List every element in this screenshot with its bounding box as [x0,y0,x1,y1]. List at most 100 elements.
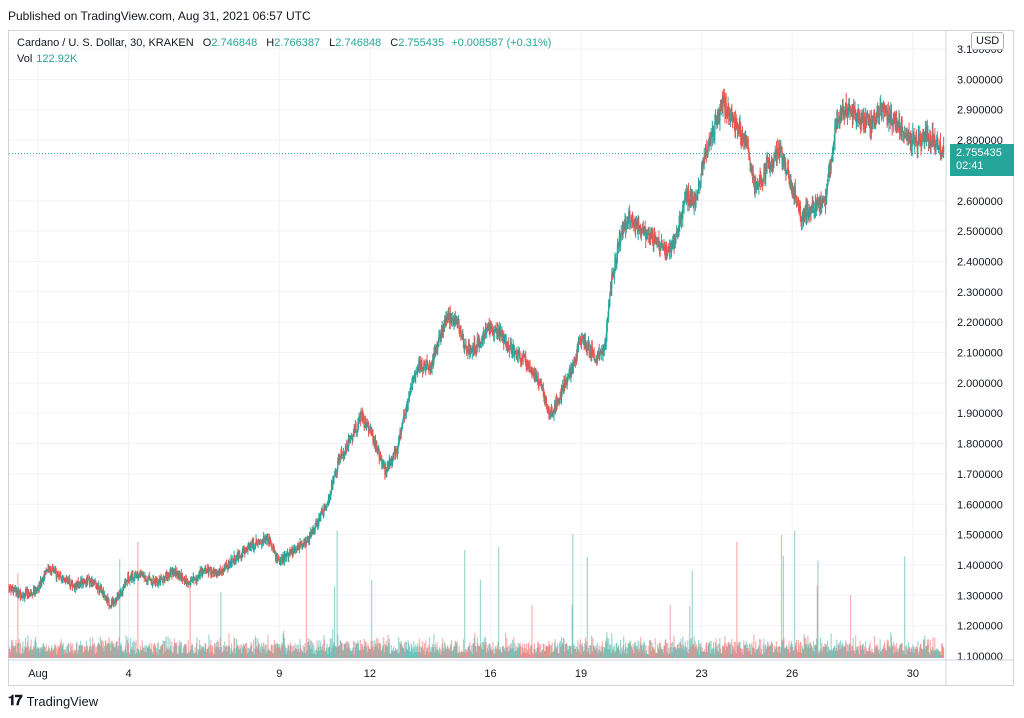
volume-bar [418,652,420,658]
volume-bar [12,640,14,658]
candle-body [530,370,532,372]
candle-body [775,150,777,152]
symbol-title[interactable]: Cardano / U. S. Dollar, 30, KRAKEN [17,37,194,49]
candle-body [713,135,715,136]
candle-body [732,118,734,123]
candle-body [224,565,226,568]
candle-body [696,194,698,200]
candle-body [789,176,791,179]
candle-body [423,362,425,370]
volume-bar [329,645,331,658]
volume-bar [161,644,164,658]
candle-body [552,414,554,416]
volume-bar [897,652,899,658]
volume-bar [18,639,20,658]
volume-bar [806,647,808,658]
volume-bar [652,647,654,658]
candle-body [780,148,782,150]
candle-body [132,576,135,580]
candle-body [180,572,182,579]
volume-bar [465,653,467,658]
candle-body [109,605,111,607]
candle-body [215,573,218,575]
volume-bar [373,646,375,658]
volume-bar [849,642,851,658]
volume-bar [69,652,71,658]
candle-body [413,377,415,383]
volume-bar [651,642,653,658]
candle-body [378,450,380,453]
volume-bar [14,645,16,658]
volume-bar [225,645,228,658]
candle-body [772,159,774,167]
currency-button[interactable]: USD [971,32,1005,50]
volume-bar [250,641,252,658]
volume-bar [114,647,116,658]
candle-body [653,234,656,236]
volume-bar [102,641,104,658]
candle-body [449,313,451,323]
candle-body [94,581,96,583]
volume-bar [185,645,187,658]
volume-bar [262,649,264,658]
volume-bar [525,648,527,658]
volume-bar [619,652,621,658]
candle-body [796,203,798,206]
candle-body [858,118,861,120]
volume-bar [78,644,81,658]
volume-bar [639,641,641,658]
candle-body [751,167,754,177]
volume-bar [887,640,889,658]
candle-body [421,364,423,368]
candle-body [215,573,217,575]
candle-body [114,601,116,603]
tradingview-logo[interactable]: 𝟏𝟕 TradingView [8,693,98,709]
volume-bar [336,530,338,658]
candle-body [166,575,169,577]
volume-label[interactable]: Vol [17,53,33,65]
price-tick-label: 1.100000 [957,651,1003,663]
volume-bar [435,650,438,658]
volume-bar [370,640,372,658]
candle-body [186,580,189,582]
candle-body [567,375,569,378]
volume-bar [645,645,647,658]
candle-body [230,558,232,564]
candle-body [68,579,71,582]
candle-body [819,204,821,211]
candle-body [374,440,376,444]
volume-bar [150,648,152,658]
candle-body [512,346,514,347]
volume-bar [809,643,811,658]
volume-bar [682,636,684,658]
volume-bar [658,642,661,658]
volume-bar [291,653,293,658]
candle-body [788,171,790,177]
volume-bar [405,641,407,658]
candle-body [225,563,227,568]
volume-bar [21,647,23,658]
volume-bar [388,642,390,658]
volume-bar [402,647,404,658]
candle-body [124,581,126,585]
candle-body [594,360,596,361]
volume-bar [210,640,212,658]
candle-body [906,129,908,138]
volume-bar [545,645,547,658]
candle-body [162,577,164,583]
volume-bar [513,651,515,658]
candle-body [403,414,405,418]
volume-bar [689,639,691,658]
candle-body [735,117,737,119]
volume-bar [174,643,176,658]
volume-bar [777,651,779,658]
candle-body [398,438,400,446]
candle-body [910,135,912,144]
volume-bar [53,650,55,658]
candle-body [281,557,283,559]
volume-bar [419,645,421,658]
candle-body [259,540,261,542]
candle-body [737,130,739,133]
volume-bar [741,652,743,658]
